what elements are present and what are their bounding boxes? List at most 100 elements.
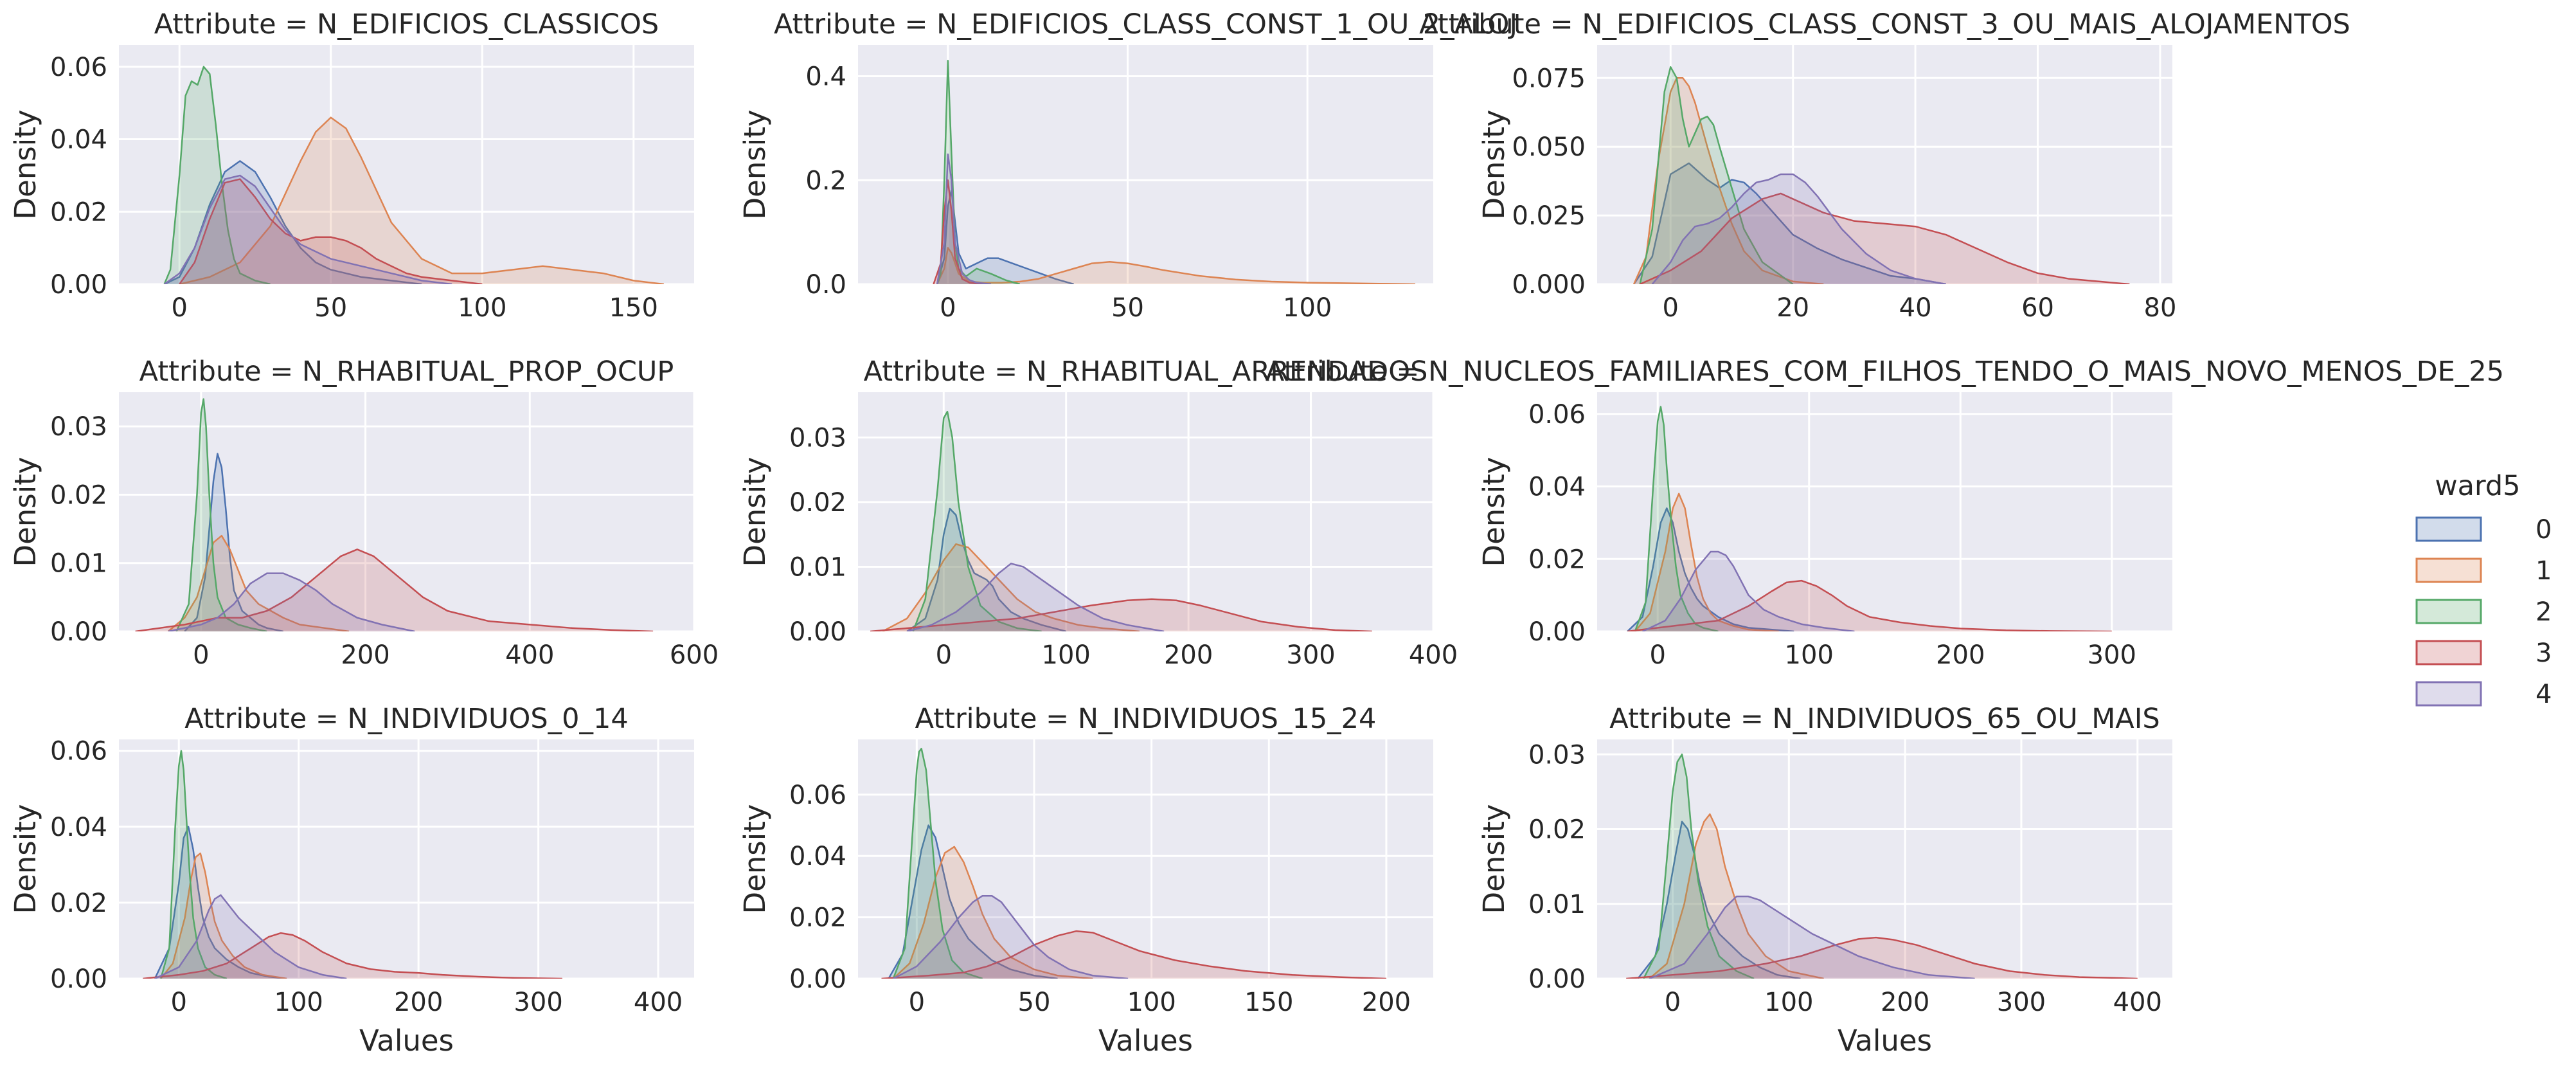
y-tick-label: 0.02 (50, 197, 107, 227)
facet-panel: 0 100 200 300 400 0.00 0.01 0.02 0.03 Density Valu… (1477, 703, 2172, 1058)
x-tick-label: 100 (274, 988, 323, 1017)
y-tick-label: 0.02 (1528, 815, 1586, 845)
density-line-ward-1 (179, 116, 665, 284)
density-area-ward-4 (1652, 174, 1946, 284)
x-tick-label: 400 (634, 988, 683, 1017)
density-area-ward-3 (135, 549, 654, 631)
legend-swatch (2415, 557, 2482, 583)
density-line-ward-2 (1634, 406, 1719, 631)
y-axis-label: Density (738, 804, 772, 914)
y-tick-label: 0.03 (50, 412, 107, 442)
legend-swatch (2415, 640, 2482, 665)
x-tick-label: 0 (1649, 640, 1665, 670)
x-tick-label: 150 (609, 293, 658, 323)
facet-panel: 0 50 100 150 0.00 0.02 0.04 0.06 Density Attribut… (8, 8, 694, 323)
legend-swatch (2415, 681, 2482, 707)
x-tick-label: 0 (1665, 988, 1681, 1017)
x-tick-label: 100 (1127, 988, 1176, 1017)
legend-item-ward-3: 3 (2415, 638, 2552, 668)
density-area-ward-4 (154, 895, 347, 979)
density-line-ward-1 (167, 534, 350, 631)
y-tick-label: 0.06 (1528, 400, 1586, 430)
x-axis-label: Values (1098, 1024, 1193, 1058)
density-line-ward-4 (936, 153, 992, 284)
y-tick-label: 0.04 (50, 813, 107, 842)
density-line-ward-0 (1637, 820, 1801, 979)
facet-panel: 0 100 200 300 400 0.00 0.02 0.04 0.06 Density Valu… (8, 703, 694, 1058)
density-line-ward-2 (936, 60, 1021, 284)
x-tick-label: 200 (1164, 640, 1213, 670)
x-tick-label: 40 (1899, 293, 1932, 323)
y-axis-label: Density (1477, 109, 1511, 219)
y-tick-label: 0.03 (1528, 740, 1586, 770)
density-area-ward-0 (1634, 163, 1946, 284)
x-tick-label: 50 (1018, 988, 1051, 1017)
density-line-ward-1 (1634, 493, 1779, 631)
panel-title: Attribute = N_INDIVIDUOS_0_14 (184, 703, 628, 735)
density-area-ward-3 (1627, 581, 2112, 631)
plot-background (119, 45, 694, 284)
y-axis-label: Density (8, 457, 42, 566)
density-area-ward-2 (164, 66, 271, 284)
y-tick-label: 0.02 (50, 480, 107, 510)
x-tick-label: 0 (171, 293, 187, 323)
x-tick-label: 150 (1244, 988, 1293, 1017)
x-axis-label: Values (359, 1024, 454, 1058)
density-area-ward-4 (893, 896, 1129, 979)
density-line-ward-2 (163, 66, 271, 284)
facet-panel: 0 50 100 0.0 0.2 0.4 Density Attribute = N_EDIF… (738, 8, 1517, 323)
plot-background (858, 739, 1433, 979)
x-tick-label: 400 (1409, 640, 1458, 670)
density-line-ward-3 (870, 598, 1372, 631)
density-area-ward-0 (1638, 821, 1801, 979)
density-area-ward-0 (1627, 508, 1794, 631)
y-tick-label: 0.00 (50, 617, 107, 647)
density-series-group (933, 60, 1416, 284)
density-area-ward-3 (881, 931, 1386, 979)
density-line-ward-0 (906, 507, 1067, 631)
density-area-ward-3 (1626, 937, 2138, 979)
legend-swatch (2415, 599, 2482, 624)
density-line-ward-1 (936, 247, 1416, 284)
y-tick-label: 0.00 (50, 270, 107, 300)
legend-item-ward-0: 0 (2415, 515, 2552, 545)
x-tick-label: 300 (514, 988, 562, 1017)
legend-label: 2 (2536, 597, 2552, 627)
y-tick-label: 0.03 (789, 423, 846, 453)
y-tick-label: 0.00 (789, 964, 846, 994)
panel-title: Attribute = N_EDIFICIOS_CLASSICOS (154, 8, 659, 41)
y-axis-label: Density (1477, 804, 1511, 914)
density-area-ward-2 (1634, 406, 1719, 631)
x-tick-label: 100 (1785, 640, 1834, 670)
density-area-ward-3 (143, 933, 562, 979)
y-axis-label: Density (1477, 457, 1511, 566)
y-tick-label: 0.0 (805, 270, 846, 300)
y-tick-label: 0.00 (50, 964, 107, 994)
density-area-ward-1 (893, 846, 1093, 979)
density-area-ward-2 (161, 750, 227, 979)
density-series-group (143, 750, 562, 979)
y-tick-label: 0.050 (1512, 132, 1586, 162)
density-series-group (135, 398, 654, 631)
x-tick-label: 50 (314, 293, 347, 323)
legend-swatch (2415, 516, 2482, 542)
density-area-ward-2 (913, 412, 1042, 631)
x-tick-label: 200 (1936, 640, 1985, 670)
y-tick-label: 0.4 (805, 62, 846, 92)
density-line-ward-1 (892, 846, 1093, 979)
panel-title: Attribute = N_NUCLEOS_FAMILIARES_COM_FIL… (1266, 356, 2504, 388)
density-series-group (881, 748, 1386, 979)
y-tick-label: 0.025 (1512, 201, 1586, 231)
x-tick-label: 100 (458, 293, 506, 323)
facet-panel: 0 100 200 300 400 0.00 0.01 0.02 0.03 Density Attr… (738, 356, 1458, 670)
x-tick-label: 300 (1286, 640, 1335, 670)
x-tick-label: 0 (193, 640, 209, 670)
y-tick-label: 0.01 (1528, 890, 1586, 919)
panel-title: Attribute = N_RHABITUAL_PROP_OCUP (139, 356, 674, 388)
density-area-ward-1 (937, 248, 1416, 284)
density-line-ward-4 (1649, 895, 1975, 979)
density-line-ward-3 (143, 932, 562, 979)
y-tick-label: 0.02 (50, 889, 107, 918)
x-tick-label: 200 (341, 640, 389, 670)
